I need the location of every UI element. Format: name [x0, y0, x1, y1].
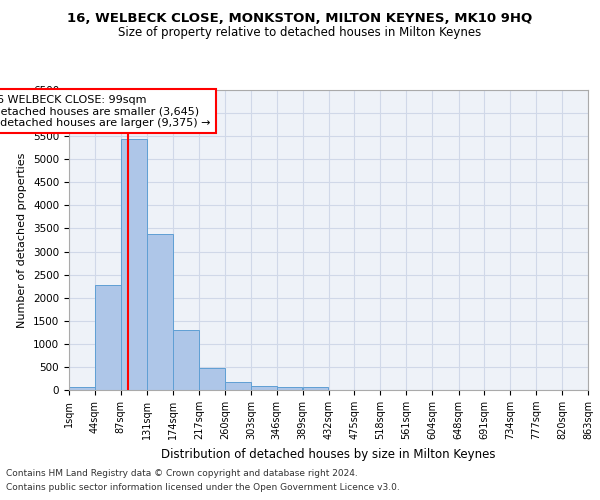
Bar	[251, 386, 277, 390]
Y-axis label: Number of detached properties: Number of detached properties	[17, 152, 28, 328]
Bar	[69, 386, 95, 390]
Bar	[277, 387, 302, 390]
Bar	[121, 140, 146, 390]
Bar	[225, 382, 251, 390]
Text: 16 WELBECK CLOSE: 99sqm
← 28% of detached houses are smaller (3,645)
71% of semi: 16 WELBECK CLOSE: 99sqm ← 28% of detache…	[0, 94, 211, 128]
Bar	[199, 368, 225, 390]
Text: Contains HM Land Registry data © Crown copyright and database right 2024.: Contains HM Land Registry data © Crown c…	[6, 468, 358, 477]
Bar	[173, 330, 199, 390]
X-axis label: Distribution of detached houses by size in Milton Keynes: Distribution of detached houses by size …	[161, 448, 496, 460]
Text: Size of property relative to detached houses in Milton Keynes: Size of property relative to detached ho…	[118, 26, 482, 39]
Bar	[148, 234, 173, 390]
Bar	[303, 388, 328, 390]
Bar	[95, 285, 121, 390]
Text: Contains public sector information licensed under the Open Government Licence v3: Contains public sector information licen…	[6, 484, 400, 492]
Text: 16, WELBECK CLOSE, MONKSTON, MILTON KEYNES, MK10 9HQ: 16, WELBECK CLOSE, MONKSTON, MILTON KEYN…	[67, 12, 533, 26]
